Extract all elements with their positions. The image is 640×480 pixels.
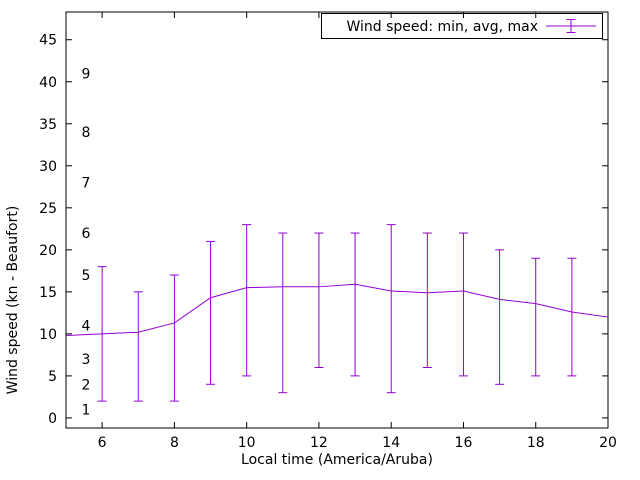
avg-line	[65, 283, 609, 337]
y-tick-label: 35	[39, 117, 57, 133]
y-tick-label: 15	[39, 285, 57, 301]
beaufort-scale-label: 5	[82, 268, 91, 284]
x-tick-label: 8	[170, 435, 179, 451]
beaufort-scale-label: 3	[82, 352, 91, 368]
beaufort-scale-label: 4	[82, 318, 91, 334]
x-tick-label: 10	[238, 435, 256, 451]
x-tick-label: 6	[98, 435, 107, 451]
x-tick-label: 16	[455, 435, 473, 451]
y-tick-label: 45	[39, 33, 57, 49]
x-axis-label: Local time (America/Aruba)	[241, 452, 433, 468]
x-tick-label: 20	[599, 435, 617, 451]
y-tick-label: 30	[39, 159, 57, 175]
beaufort-scale-label: 7	[82, 176, 91, 192]
y-tick-label: 40	[39, 75, 57, 91]
y-tick-label: 20	[39, 243, 57, 259]
x-tick-label: 12	[310, 435, 328, 451]
y-tick-label: 0	[48, 411, 57, 427]
legend-box	[321, 13, 603, 39]
beaufort-scale-label: 9	[82, 66, 91, 82]
y-tick-label: 5	[48, 369, 57, 385]
plot-area: 6 8 10 12 14 16 18 2005101520253035404512345678…	[39, 11, 617, 451]
beaufort-scale-label: 6	[82, 226, 91, 242]
y-tick-label: 25	[39, 201, 57, 217]
x-tick-label: 18	[527, 435, 545, 451]
beaufort-scale-label: 2	[82, 377, 91, 393]
legend: Wind speed: min, avg, max	[321, 13, 603, 39]
beaufort-scale-label: 8	[82, 125, 91, 141]
x-tick-label: 14	[382, 435, 400, 451]
legend-label: Wind speed: min, avg, max	[346, 19, 538, 35]
legend-sample-errorbar	[546, 19, 596, 33]
y-tick-label: 10	[39, 327, 57, 343]
beaufort-scale-label: 1	[82, 403, 91, 419]
y-axis-label: Wind speed (kn - Beaufort)	[5, 206, 21, 395]
plot-border	[65, 11, 609, 429]
